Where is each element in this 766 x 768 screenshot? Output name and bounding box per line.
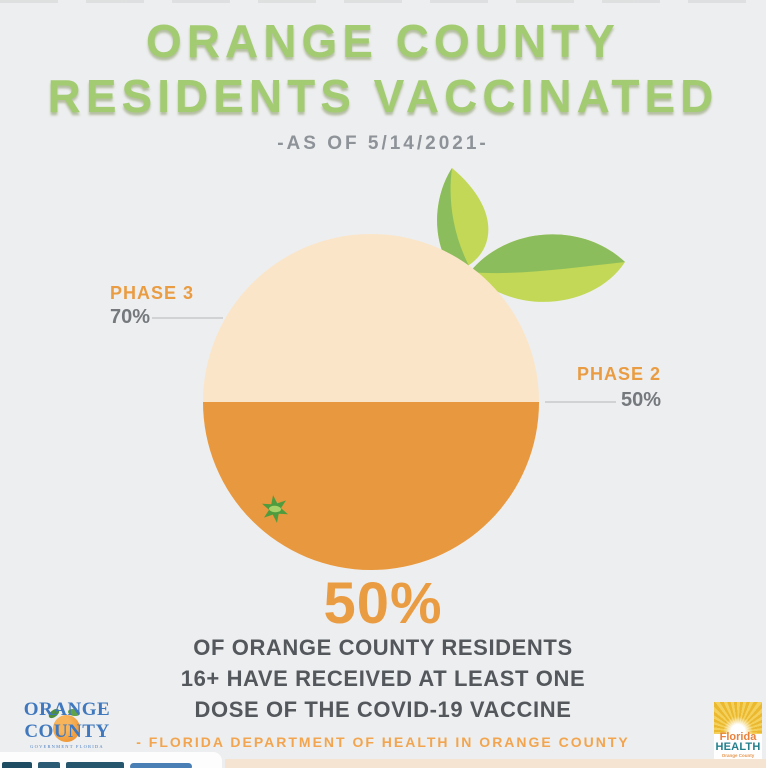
summary-line1: OF ORANGE COUNTY RESIDENTS [193,635,573,660]
fl-logo-caption: Orange County [721,753,755,758]
cutoff-text-fragment [66,762,124,768]
fl-logo-word2: HEALTH [715,741,761,753]
phase3-label: PHASE 3 [110,283,195,303]
date-subtitle: -AS OF 5/14/2021- [277,133,489,154]
sunburst-icon [714,702,762,734]
oc-logo-word1: ORANGE [23,699,111,720]
top-edge-artifact [0,0,766,3]
florida-health-logo: Florida HEALTH Orange County [714,702,762,764]
page-title-line2: RESIDENTS VACCINATED [47,70,719,122]
phase3-value: 70% [110,306,151,328]
orange-county-logo: ORANGE COUNTY GOVERNMENT FLORIDA [8,700,126,758]
summary-line3: DOSE OF THE COVID-19 VACCINE [194,697,572,722]
leaf-upper-icon [437,168,489,272]
bottom-peach-strip [225,759,766,768]
cutoff-text-fragment [2,762,32,768]
fl-logo-word1: Florida [719,731,757,743]
oc-logo-caption: GOVERNMENT FLORIDA [30,744,104,749]
source-attribution: - FLORIDA DEPARTMENT OF HEALTH IN ORANGE… [136,734,630,750]
headline-percent: 50% [323,571,443,636]
cutoff-text-fragment [38,762,60,768]
cutoff-text-fragment [130,763,192,768]
navel-star-icon [262,495,288,523]
oc-logo-word2: COUNTY [24,721,110,742]
cutoff-banner [0,752,222,768]
page-title-line1: ORANGE COUNTY [146,15,620,67]
orange-fruit-icon [53,715,80,742]
phase2-value: 50% [620,389,661,411]
summary-text: OF ORANGE COUNTY RESIDENTS 16+ HAVE RECE… [0,632,766,725]
leaf-right-icon [470,234,625,302]
summary-line2: 16+ HAVE RECEIVED AT LEAST ONE [180,666,586,691]
phase2-label: PHASE 2 [576,364,661,384]
orange-fill-level-50 [203,402,539,570]
phase2-annotation: PHASE 2 50% [540,364,661,412]
